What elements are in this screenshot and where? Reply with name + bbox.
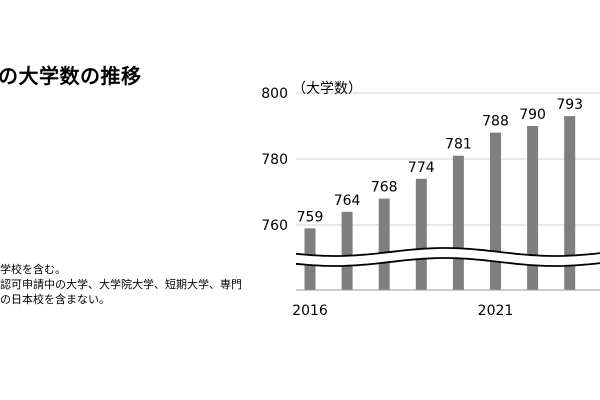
bar xyxy=(527,126,539,290)
footnote-line: の日本校を含まない。 xyxy=(0,293,110,306)
bar-value-label: 793 xyxy=(556,97,583,113)
page-title: の大学数の推移 xyxy=(0,64,142,88)
y-tick-label: 800 xyxy=(261,86,288,102)
y-unit-label: （大学数） xyxy=(292,81,362,97)
bar-value-label: 774 xyxy=(408,160,435,176)
footnote-line: 学校を含む。 xyxy=(0,263,66,276)
x-tick-label: 2021 xyxy=(478,303,514,319)
bar xyxy=(452,155,464,290)
y-tick-label: 760 xyxy=(261,218,288,234)
bar-value-label: 788 xyxy=(482,114,509,130)
y-tick-label: 780 xyxy=(261,152,288,168)
data-labels: 759 764 768 774 781 788 790 793 xyxy=(297,97,583,225)
bar-value-label: 764 xyxy=(334,193,361,209)
bar xyxy=(415,178,427,290)
x-axis: 2016 2021 xyxy=(292,289,600,319)
bar xyxy=(378,198,390,290)
x-tick-label: 2016 xyxy=(292,303,328,319)
bar xyxy=(341,211,353,290)
y-axis: 760 780 800 xyxy=(261,86,288,234)
bar-value-label: 759 xyxy=(297,209,324,225)
bar-value-label: 781 xyxy=(445,137,472,153)
footnotes: 学校を含む。 認可申請中の大学、大学院大学、短期大学、専門 の日本校を含まない。 xyxy=(0,262,242,307)
axis-break xyxy=(295,247,600,267)
axis-break-band xyxy=(296,248,600,266)
axis-break-line xyxy=(295,257,600,267)
footnote-line: 認可申請中の大学、大学院大学、短期大学、専門 xyxy=(0,278,242,291)
bar-value-label: 790 xyxy=(519,107,546,123)
bar-value-label: 768 xyxy=(371,180,398,196)
bar xyxy=(490,132,501,290)
axis-break-line xyxy=(295,247,600,257)
bar xyxy=(564,116,576,290)
